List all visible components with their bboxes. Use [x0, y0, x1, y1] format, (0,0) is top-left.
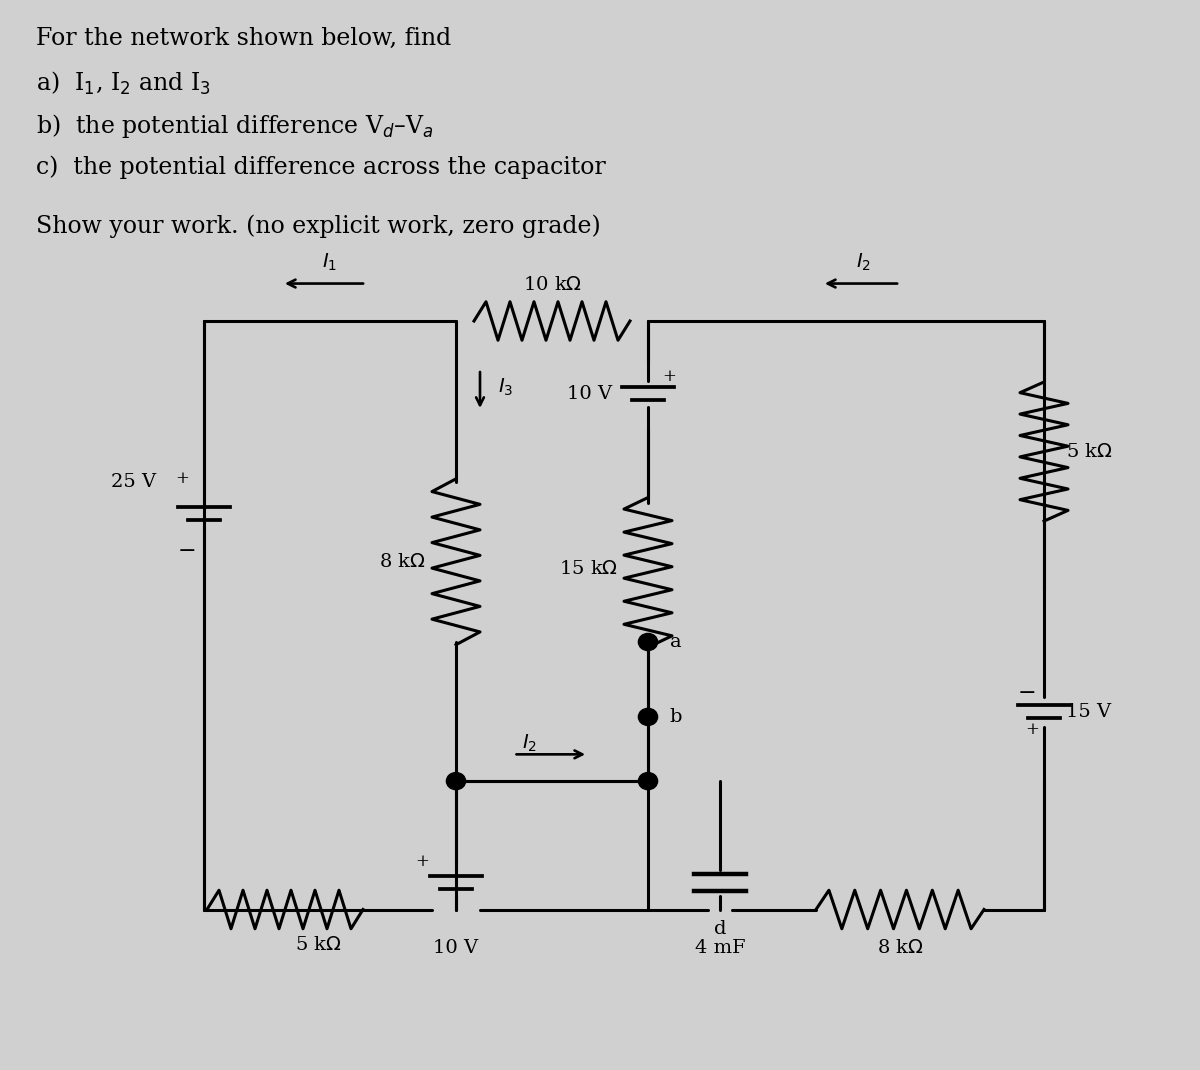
Circle shape [446, 773, 466, 790]
Text: +: + [175, 470, 190, 487]
Text: 15 V: 15 V [1066, 703, 1111, 720]
Text: $I_2$: $I_2$ [857, 251, 871, 273]
Text: b)  the potential difference V$_d$–V$_a$: b) the potential difference V$_d$–V$_a$ [36, 112, 434, 140]
Text: $I_1$: $I_1$ [323, 251, 337, 273]
Text: +: + [662, 368, 677, 385]
Text: 8 k$\Omega$: 8 k$\Omega$ [379, 553, 426, 570]
Text: b: b [670, 708, 682, 725]
Text: 8 k$\Omega$: 8 k$\Omega$ [877, 939, 923, 958]
Text: +: + [1025, 721, 1039, 738]
Text: 10 k$\Omega$: 10 k$\Omega$ [522, 276, 582, 294]
Text: 5 k$\Omega$: 5 k$\Omega$ [1066, 443, 1112, 460]
Text: −: − [178, 540, 197, 563]
Circle shape [638, 633, 658, 651]
Text: 25 V: 25 V [110, 473, 156, 490]
Text: 15 k$\Omega$: 15 k$\Omega$ [559, 561, 618, 578]
Text: −: − [1018, 683, 1037, 704]
Text: d: d [714, 920, 726, 938]
Text: 5 k$\Omega$: 5 k$\Omega$ [295, 936, 341, 954]
Text: Show your work. (no explicit work, zero grade): Show your work. (no explicit work, zero … [36, 214, 601, 238]
Text: 10 V: 10 V [433, 939, 479, 958]
Text: 4 mF: 4 mF [695, 939, 745, 958]
Text: $I_2$: $I_2$ [522, 733, 538, 754]
Text: For the network shown below, find: For the network shown below, find [36, 27, 451, 49]
Text: $I_3$: $I_3$ [498, 377, 514, 398]
Circle shape [638, 773, 658, 790]
Text: a)  I$_1$, I$_2$ and I$_3$: a) I$_1$, I$_2$ and I$_3$ [36, 70, 211, 96]
Circle shape [638, 708, 658, 725]
Text: 10 V: 10 V [566, 385, 612, 402]
Text: a: a [670, 633, 682, 651]
Text: c)  the potential difference across the capacitor: c) the potential difference across the c… [36, 155, 606, 179]
Text: +: + [415, 853, 430, 870]
